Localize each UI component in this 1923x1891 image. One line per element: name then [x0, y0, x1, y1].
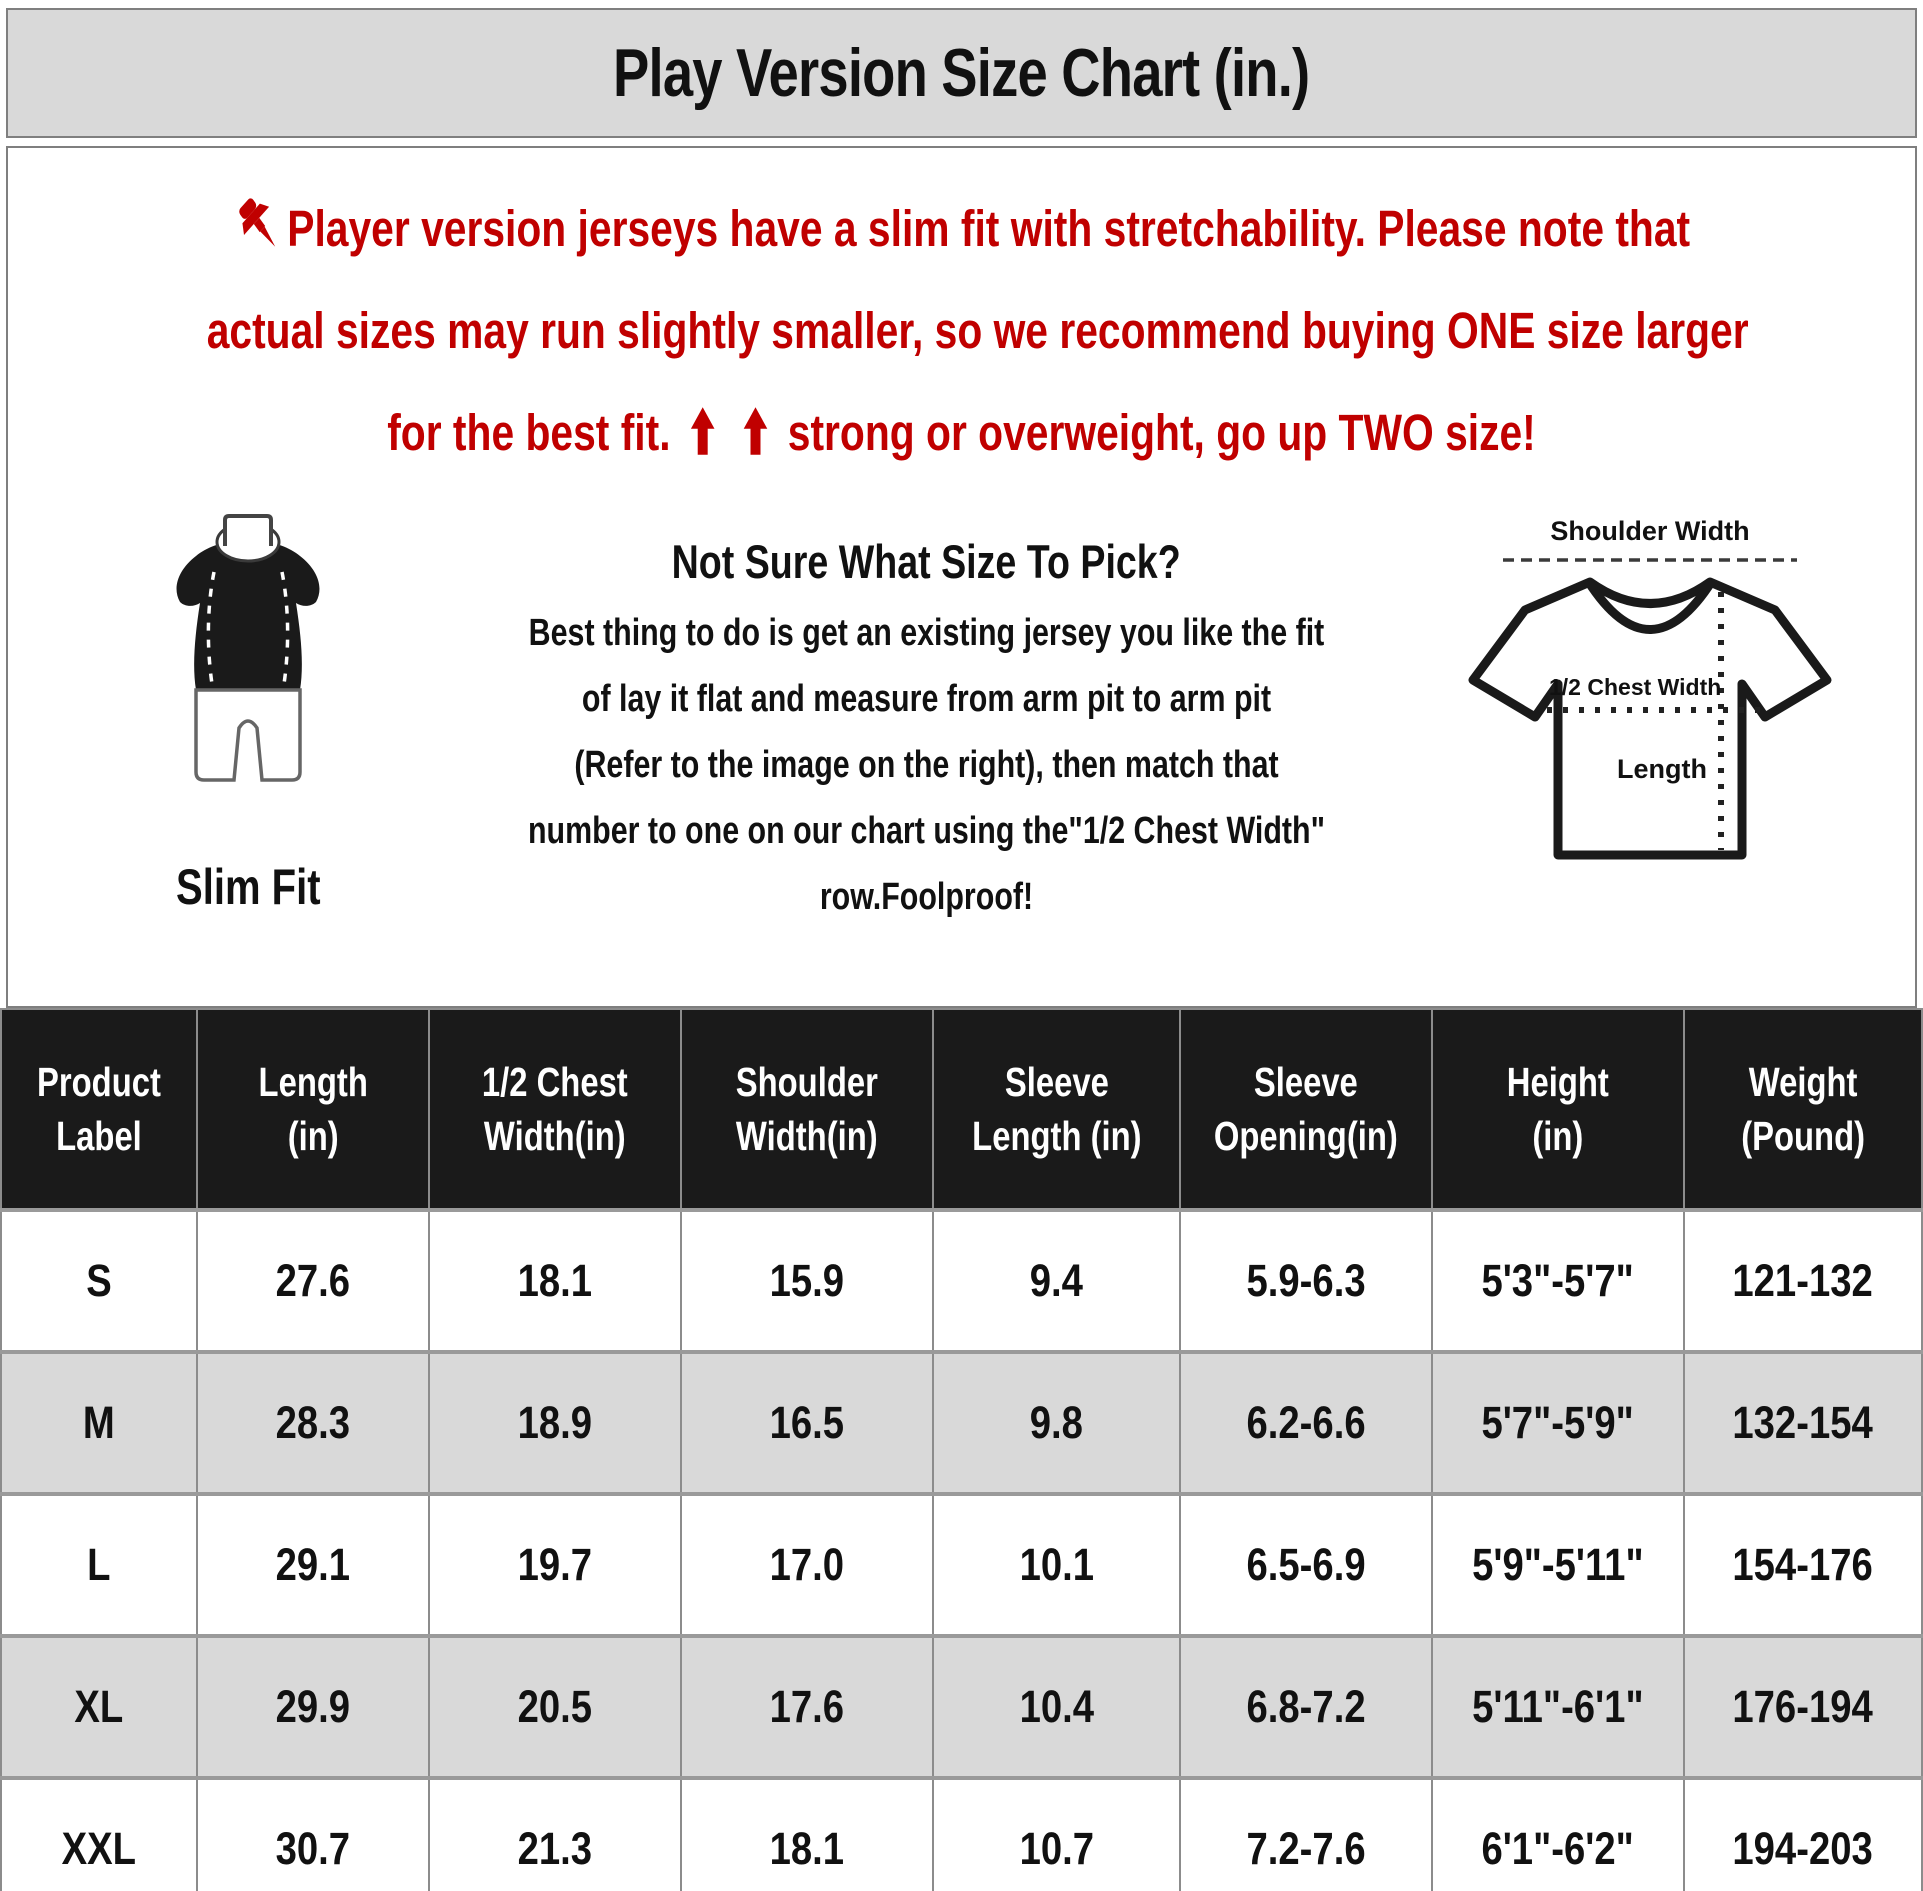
size-row-xxl: XXL 30.7 21.3 18.1 10.7 7.2-7.6 6'1"-6'2…: [0, 1776, 1923, 1891]
table-cell: 9.4: [931, 1208, 1182, 1354]
table-cell: 5'3"-5'7": [1431, 1208, 1685, 1354]
table-cell: 7.2-7.6: [1179, 1776, 1434, 1891]
table-cell: 121-132: [1682, 1208, 1923, 1354]
table-cell: 154-176: [1682, 1492, 1923, 1638]
pushpin-icon: [239, 198, 275, 247]
chest-width-label: 1/2 Chest Width: [1549, 674, 1721, 700]
table-cell: 18.1: [428, 1208, 683, 1354]
col-length: Length (in): [195, 1008, 431, 1212]
table-cell: 10.7: [931, 1776, 1182, 1891]
size-help: Not Sure What Size To Pick? Best thing t…: [418, 532, 1435, 930]
info-row: Slim Fit Not Sure What Size To Pick? Bes…: [8, 510, 1915, 930]
size-row-l: L 29.1 19.7 17.0 10.1 6.5-6.9 5'9"-5'11"…: [0, 1492, 1923, 1638]
fit-warning-text-1: Player version jerseys have a slim fit w…: [287, 200, 1691, 257]
table-cell: 10.4: [931, 1634, 1182, 1780]
up-arrow-icon: [690, 407, 715, 455]
table-cell: 6.5-6.9: [1179, 1492, 1434, 1638]
table-cell: 5'9"-5'11": [1431, 1492, 1685, 1638]
fit-warning-line-2: actual sizes may run slightly smaller, s…: [206, 302, 1749, 359]
col-product-label: Product Label: [0, 1008, 198, 1212]
table-cell: 27.6: [195, 1208, 431, 1354]
slim-fit-figure: Slim Fit: [78, 510, 418, 916]
table-cell: 176-194: [1682, 1634, 1923, 1780]
size-row-s: S 27.6 18.1 15.9 9.4 5.9-6.3 5'3"-5'7" 1…: [0, 1208, 1923, 1354]
up-arrow-icon: [743, 407, 768, 455]
col-half-chest-width: 1/2 Chest Width(in): [428, 1008, 683, 1212]
table-cell: 17.6: [680, 1634, 934, 1780]
page-title: Play Version Size Chart (in.): [613, 35, 1310, 111]
length-label: Length: [1617, 754, 1707, 784]
col-sleeve-opening: Sleeve Opening(in): [1179, 1008, 1434, 1212]
table-cell: 21.3: [428, 1776, 683, 1891]
col-sleeve-length: Sleeve Length (in): [931, 1008, 1182, 1212]
fit-warning-text-3b: strong or overweight, go up TWO size!: [787, 404, 1536, 461]
table-cell: 28.3: [195, 1350, 431, 1496]
table-cell: 20.5: [428, 1634, 683, 1780]
table-cell: 9.8: [931, 1350, 1182, 1496]
size-row-xl: XL 29.9 20.5 17.6 10.4 6.8-7.2 5'11"-6'1…: [0, 1634, 1923, 1780]
table-cell: 6'1"-6'2": [1431, 1776, 1685, 1891]
fit-warning: Player version jerseys have a slim fit w…: [18, 178, 1905, 484]
table-cell: 16.5: [680, 1350, 934, 1496]
size-help-line: of lay it flat and measure from arm pit …: [581, 678, 1272, 720]
size-help-line: row.Foolproof!: [819, 876, 1034, 918]
size-help-heading: Not Sure What Size To Pick?: [671, 535, 1182, 588]
table-cell: 15.9: [680, 1208, 934, 1354]
table-cell: 18.9: [428, 1350, 683, 1496]
table-cell: XL: [0, 1634, 198, 1780]
title-bar: Play Version Size Chart (in.): [6, 8, 1917, 138]
size-help-line: number to one on our chart using the"1/2…: [527, 810, 1326, 852]
slim-fit-label: Slim Fit: [175, 859, 321, 915]
col-shoulder-width: Shoulder Width(in): [680, 1008, 934, 1212]
table-cell: 5'7"-5'9": [1431, 1350, 1685, 1496]
fit-warning-text-3a: for the best fit.: [387, 404, 671, 461]
table-cell: L: [0, 1492, 198, 1638]
table-cell: 19.7: [428, 1492, 683, 1638]
table-cell: 29.9: [195, 1634, 431, 1780]
table-cell: S: [0, 1208, 198, 1354]
size-help-line: Best thing to do is get an existing jers…: [528, 612, 1325, 654]
table-cell: 17.0: [680, 1492, 934, 1638]
col-weight: Weight (Pound): [1682, 1008, 1923, 1212]
table-cell: 18.1: [680, 1776, 934, 1891]
measurement-diagram: Shoulder Width 1/2 Chest Width Length: [1435, 510, 1885, 875]
size-table: Product Label Length (in) 1/2 Chest Width(i…: [0, 1008, 1923, 1891]
table-cell: 29.1: [195, 1492, 431, 1638]
fit-warning-line-1: Player version jerseys have a slim fit w…: [207, 178, 1717, 280]
table-cell: 30.7: [195, 1776, 431, 1891]
table-cell: M: [0, 1350, 198, 1496]
table-cell: 5.9-6.3: [1179, 1208, 1434, 1354]
table-cell: 6.2-6.6: [1179, 1350, 1434, 1496]
table-cell: 132-154: [1682, 1350, 1923, 1496]
table-cell: 6.8-7.2: [1179, 1634, 1434, 1780]
info-panel: Player version jerseys have a slim fit w…: [6, 146, 1917, 1008]
fit-warning-line-3: for the best fit. strong or overweight, …: [207, 382, 1717, 484]
slim-fit-mannequin-icon: [176, 514, 320, 782]
col-height: Height (in): [1431, 1008, 1685, 1212]
shoulder-width-label: Shoulder Width: [1550, 516, 1749, 546]
table-header-row: Product Label Length (in) 1/2 Chest Width(i…: [0, 1008, 1923, 1212]
size-help-line: (Refer to the image on the right), then …: [574, 744, 1279, 786]
size-row-m: M 28.3 18.9 16.5 9.8 6.2-6.6 5'7"-5'9" 1…: [0, 1350, 1923, 1496]
table-cell: 10.1: [931, 1492, 1182, 1638]
table-cell: XXL: [0, 1776, 198, 1891]
table-cell: 5'11"-6'1": [1431, 1634, 1685, 1780]
tshirt-measure-icon: Shoulder Width 1/2 Chest Width Length: [1468, 516, 1832, 860]
table-cell: 194-203: [1682, 1776, 1923, 1891]
